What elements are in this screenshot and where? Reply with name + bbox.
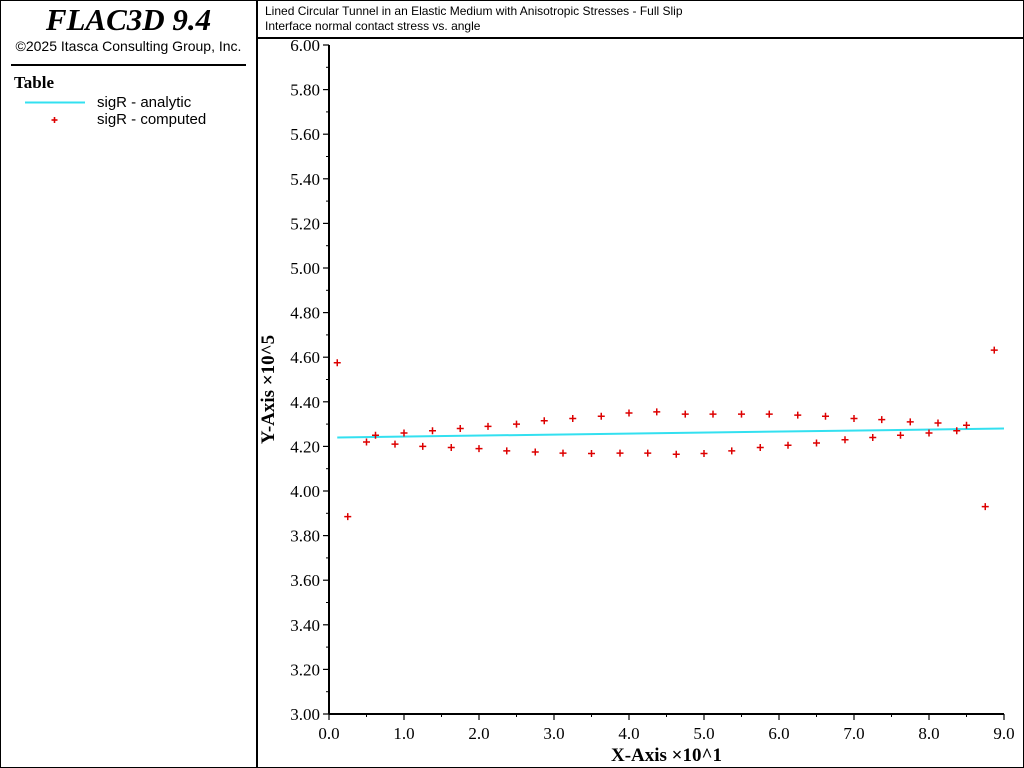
y-tick-label: 4.40 — [290, 393, 320, 412]
x-tick-label: 8.0 — [918, 724, 939, 743]
computed-point-marker — [897, 431, 904, 439]
y-tick-label: 5.20 — [290, 214, 320, 233]
legend-panel: FLAC3D 9.4 ©2025 Itasca Consulting Group… — [1, 1, 258, 767]
legend-line-swatch — [25, 101, 85, 104]
computed-point-marker — [484, 422, 492, 430]
y-tick-label: 4.80 — [290, 304, 320, 323]
computed-point-marker — [672, 450, 680, 458]
computed-point-marker — [363, 438, 370, 446]
y-tick-label: 5.00 — [290, 259, 320, 278]
computed-point-marker — [429, 427, 436, 435]
y-tick-label: 3.60 — [290, 571, 320, 590]
computed-point-marker — [616, 449, 624, 457]
computed-point-marker — [559, 449, 567, 457]
computed-point-marker — [738, 410, 745, 418]
computed-point-marker — [906, 418, 914, 426]
x-tick-label: 0.0 — [318, 724, 339, 743]
y-tick-label: 6.00 — [290, 39, 320, 55]
computed-point-marker — [531, 448, 539, 456]
x-tick-label: 3.0 — [543, 724, 564, 743]
x-tick-label: 9.0 — [993, 724, 1014, 743]
computed-point-marker — [813, 439, 820, 447]
computed-point-marker — [850, 415, 858, 423]
computed-point-marker — [878, 416, 886, 424]
app-title: FLAC3D 9.4 — [45, 2, 212, 37]
computed-point-marker — [419, 442, 427, 450]
y-tick-label: 5.80 — [290, 81, 320, 100]
x-tick-label: 7.0 — [843, 724, 864, 743]
computed-point-marker — [934, 419, 942, 427]
x-axis-title: X-Axis ×10^1 — [611, 745, 722, 766]
computed-point-marker — [765, 410, 773, 418]
computed-point-marker — [794, 411, 802, 419]
computed-point-marker — [963, 421, 970, 429]
x-tick-label: 1.0 — [393, 724, 414, 743]
chart-area: 3.00 3.20 3.40 3.60 3.80 4.00 4.20 4.40 4.60 4.80… — [258, 39, 1023, 767]
computed-point-marker — [728, 447, 736, 455]
legend-item-analytic: sigR - analytic — [23, 94, 248, 111]
computed-point-marker — [841, 436, 849, 444]
computed-point-marker — [513, 420, 520, 428]
computed-point-marker — [475, 445, 483, 453]
computed-point-marker — [681, 410, 689, 418]
legend-divider — [11, 64, 246, 66]
y-tick-label: 4.60 — [290, 348, 320, 367]
chart-svg: 3.00 3.20 3.40 3.60 3.80 4.00 4.20 4.40 4.60 4.80… — [258, 39, 1015, 766]
legend-label-computed: sigR - computed — [97, 111, 207, 128]
computed-point-marker — [700, 450, 708, 458]
legend-label-analytic: sigR - analytic — [97, 94, 192, 111]
computed-point-marker — [588, 450, 595, 458]
x-tick-label: 6.0 — [768, 724, 789, 743]
x-tick-label: 5.0 — [693, 724, 714, 743]
legend-marker-swatch — [51, 117, 58, 123]
plot-header: Lined Circular Tunnel in an Elastic Medi… — [258, 1, 1023, 39]
computed-point-marker — [784, 441, 792, 449]
copyright-text: ©2025 Itasca Consulting Group, Inc. — [15, 38, 242, 54]
computed-point-marker — [569, 415, 577, 423]
computed-point-marker — [953, 427, 961, 435]
y-tick-label: 3.40 — [290, 616, 320, 635]
computed-point-marker — [540, 417, 548, 425]
y-tick-label: 3.00 — [290, 705, 320, 724]
computed-point-marker — [981, 503, 989, 511]
x-tick-label: 4.0 — [618, 724, 639, 743]
y-tick-label: 3.80 — [290, 527, 320, 546]
computed-point-marker — [869, 433, 877, 441]
y-tick-label: 3.20 — [290, 660, 320, 679]
computed-point-marker — [503, 447, 511, 455]
computed-point-marker — [456, 425, 464, 433]
computed-point-marker — [709, 410, 717, 418]
computed-point-marker — [400, 429, 408, 437]
computed-point-marker — [990, 346, 998, 354]
y-tick-label: 4.00 — [290, 482, 320, 501]
computed-point-marker — [756, 444, 764, 452]
computed-point-marker — [372, 431, 379, 439]
plot-subtitle: Interface normal contact stress vs. angl… — [265, 19, 481, 33]
y-tick-label: 5.60 — [290, 125, 320, 144]
computed-point-marker — [447, 444, 455, 452]
plot-title: Lined Circular Tunnel in an Elastic Medi… — [265, 4, 683, 18]
computed-point-marker — [597, 412, 605, 420]
computed-point-marker — [653, 408, 661, 416]
computed-point-marker — [644, 449, 652, 457]
y-tick-label: 5.40 — [290, 170, 320, 189]
computed-point-marker — [625, 409, 633, 417]
x-tick-label: 2.0 — [468, 724, 489, 743]
legend-heading: Table — [14, 73, 55, 92]
legend-item-computed: sigR - computed — [23, 111, 248, 128]
computed-point-marker — [344, 513, 352, 521]
analytic-series-line — [337, 427, 1005, 439]
computed-point-marker — [822, 412, 829, 420]
computed-point-marker — [333, 359, 341, 367]
computed-point-marker — [925, 429, 933, 437]
computed-point-marker — [391, 440, 399, 448]
y-axis-title: Y-Axis ×10^5 — [258, 335, 279, 444]
y-tick-label: 4.20 — [290, 437, 320, 456]
